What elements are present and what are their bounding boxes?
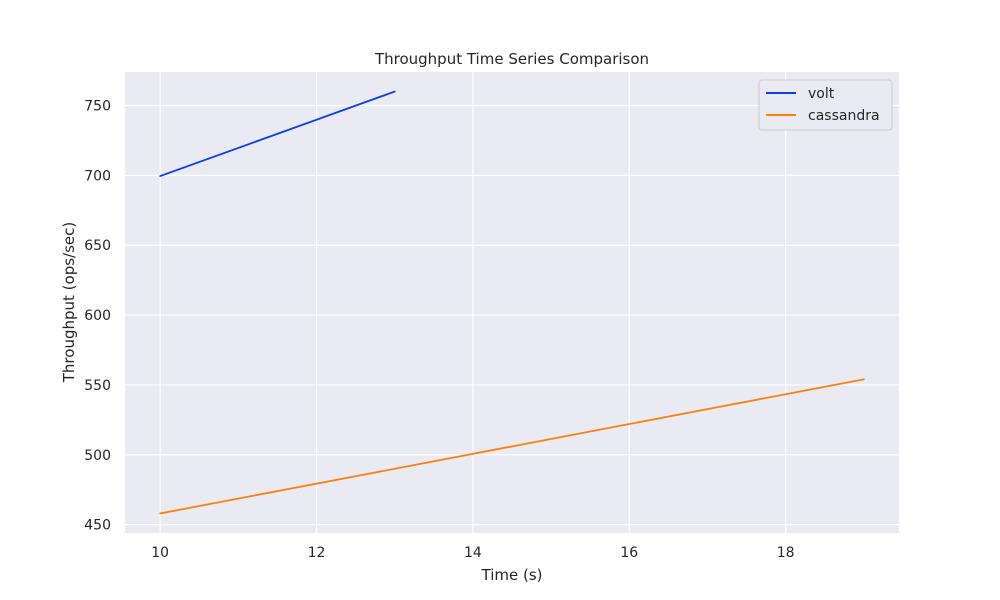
legend: volt cassandra (758, 79, 893, 131)
y-tick-label: 450 (84, 518, 111, 534)
x-tick-label: 10 (151, 545, 169, 561)
legend-label-volt: volt (808, 86, 835, 102)
chart-title: Throughput Time Series Comparison (374, 50, 649, 68)
plot-background (125, 72, 899, 533)
x-tick-label: 16 (620, 545, 638, 561)
x-tick-label: 14 (464, 545, 482, 561)
x-tick-labels: 10 12 14 16 18 (151, 545, 794, 561)
y-tick-label: 650 (84, 238, 111, 254)
y-tick-label: 750 (84, 99, 111, 115)
x-tick-label: 12 (308, 545, 326, 561)
x-axis-label: Time (s) (481, 566, 543, 584)
series-group (159, 90, 865, 515)
y-axis-label: Throughput (ops/sec) (60, 222, 78, 383)
y-tick-label: 550 (84, 378, 111, 394)
series-line-cassandra (159, 378, 865, 515)
legend-label-cassandra: cassandra (808, 108, 880, 124)
y-tick-label: 500 (84, 448, 111, 464)
y-tick-label: 600 (84, 308, 111, 324)
grid (125, 72, 899, 533)
y-tick-labels: 450 500 550 600 650 700 750 (84, 99, 111, 534)
x-tick-label: 18 (777, 545, 795, 561)
y-tick-label: 700 (84, 168, 111, 184)
series-line-volt (159, 90, 396, 177)
